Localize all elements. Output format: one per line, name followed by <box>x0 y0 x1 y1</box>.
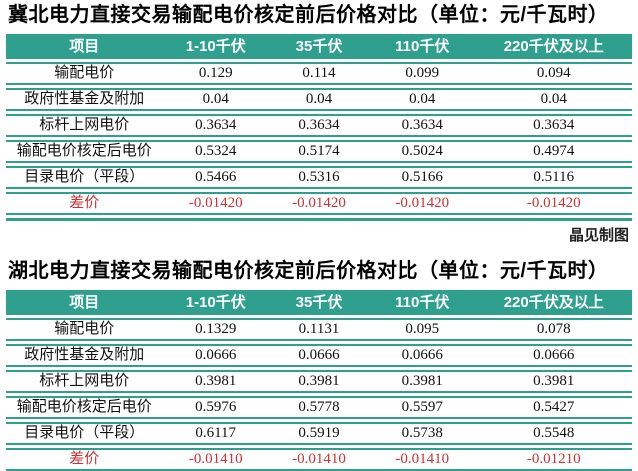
value-cell: -0.01420 <box>369 192 476 215</box>
table-row: 输配电价核定后电价 0.5324 0.5174 0.5024 0.4974 <box>6 140 632 163</box>
diff-row: 差价 -0.01410 -0.01410 -0.01410 -0.01210 <box>6 448 632 471</box>
value-cell: -0.01410 <box>268 448 370 471</box>
value-cell: -0.01410 <box>369 448 476 471</box>
value-cell: 0.5324 <box>162 140 269 163</box>
value-cell: 0.5316 <box>268 166 370 189</box>
value-cell: 0.3634 <box>162 114 269 137</box>
value-cell: 0.5919 <box>268 422 370 445</box>
row-label-cell: 差价 <box>6 448 163 471</box>
column-header-item: 项目 <box>6 290 163 315</box>
value-cell: -0.01210 <box>475 448 632 471</box>
value-cell: -0.01410 <box>162 448 269 471</box>
hubei-table-wrap: 项目 1-10千伏 35千伏 110千伏 220千伏及以上 输配电价 0.132… <box>6 287 632 471</box>
value-cell: 0.5116 <box>475 166 632 189</box>
value-cell: 0.0666 <box>369 344 476 367</box>
column-header-220kv: 220千伏及以上 <box>475 290 632 315</box>
value-cell: 0.3981 <box>268 370 370 393</box>
column-header-35kv: 35千伏 <box>268 34 370 59</box>
column-header-110kv: 110千伏 <box>369 34 476 59</box>
value-cell: 0.3981 <box>162 370 269 393</box>
value-cell: 0.114 <box>268 62 370 85</box>
column-header-35kv: 35千伏 <box>268 290 370 315</box>
table-row: 政府性基金及附加 0.04 0.04 0.04 0.04 <box>6 88 632 111</box>
table-row: 目录电价（平段） 0.6117 0.5919 0.5738 0.5548 <box>6 422 632 445</box>
value-cell: 0.078 <box>475 318 632 341</box>
row-label-cell: 政府性基金及附加 <box>6 88 163 111</box>
row-label-cell: 目录电价（平段） <box>6 166 163 189</box>
value-cell: 0.0666 <box>162 344 269 367</box>
value-cell: 0.0666 <box>268 344 370 367</box>
table-row: 目录电价（平段） 0.5466 0.5316 0.5166 0.5116 <box>6 166 632 189</box>
value-cell: 0.5738 <box>369 422 476 445</box>
value-cell: 0.4974 <box>475 140 632 163</box>
header-row: 项目 1-10千伏 35千伏 110千伏 220千伏及以上 <box>6 34 632 59</box>
value-cell: 0.04 <box>268 88 370 111</box>
column-header-1-10kv: 1-10千伏 <box>162 290 269 315</box>
row-label-cell: 标杆上网电价 <box>6 370 163 393</box>
value-cell: -0.01420 <box>475 192 632 215</box>
header-row: 项目 1-10千伏 35千伏 110千伏 220千伏及以上 <box>6 290 632 315</box>
table-row: 输配电价核定后电价 0.5976 0.5778 0.5597 0.5427 <box>6 396 632 419</box>
table-row: 输配电价 0.129 0.114 0.099 0.094 <box>6 62 632 85</box>
row-label-cell: 输配电价 <box>6 62 163 85</box>
value-cell: -0.01420 <box>268 192 370 215</box>
row-label-cell: 政府性基金及附加 <box>6 344 163 367</box>
value-cell: 0.5024 <box>369 140 476 163</box>
column-header-1-10kv: 1-10千伏 <box>162 34 269 59</box>
value-cell: 0.6117 <box>162 422 269 445</box>
value-cell: -0.01420 <box>162 192 269 215</box>
value-cell: 0.04 <box>162 88 269 111</box>
table-row: 标杆上网电价 0.3981 0.3981 0.3981 0.3981 <box>6 370 632 393</box>
hubei-table-title: 湖北电力直接交易输配电价核定前后价格对比（单位：元/千瓦时） <box>8 260 609 282</box>
table-row: 输配电价 0.1329 0.1131 0.095 0.078 <box>6 318 632 341</box>
value-cell: 0.095 <box>369 318 476 341</box>
value-cell: 0.1329 <box>162 318 269 341</box>
value-cell: 0.3981 <box>475 370 632 393</box>
row-label-cell: 目录电价（平段） <box>6 422 163 445</box>
jibei-price-table: 项目 1-10千伏 35千伏 110千伏 220千伏及以上 输配电价 0.129… <box>6 31 632 218</box>
value-cell: 0.5548 <box>475 422 632 445</box>
jibei-price-table-section: 冀北电力直接交易输配电价核定前后价格对比（单位：元/千瓦时） 项目 1-10千伏… <box>6 3 632 245</box>
jibei-table-title: 冀北电力直接交易输配电价核定前后价格对比（单位：元/千瓦时） <box>8 4 609 26</box>
value-cell: 0.5976 <box>162 396 269 419</box>
value-cell: 0.099 <box>369 62 476 85</box>
row-label-cell: 输配电价 <box>6 318 163 341</box>
table-row: 标杆上网电价 0.3634 0.3634 0.3634 0.3634 <box>6 114 632 137</box>
value-cell: 0.5466 <box>162 166 269 189</box>
value-cell: 0.5778 <box>268 396 370 419</box>
table-row: 政府性基金及附加 0.0666 0.0666 0.0666 0.0666 <box>6 344 632 367</box>
row-label-cell: 输配电价核定后电价 <box>6 140 163 163</box>
value-cell: 0.5166 <box>369 166 476 189</box>
value-cell: 0.129 <box>162 62 269 85</box>
row-label-cell: 输配电价核定后电价 <box>6 396 163 419</box>
diff-row: 差价 -0.01420 -0.01420 -0.01420 -0.01420 <box>6 192 632 215</box>
column-header-220kv: 220千伏及以上 <box>475 34 632 59</box>
value-cell: 0.094 <box>475 62 632 85</box>
value-cell: 0.5174 <box>268 140 370 163</box>
value-cell: 0.5597 <box>369 396 476 419</box>
value-cell: 0.04 <box>475 88 632 111</box>
row-label-cell: 差价 <box>6 192 163 215</box>
hubei-price-table: 项目 1-10千伏 35千伏 110千伏 220千伏及以上 输配电价 0.132… <box>6 287 632 471</box>
value-cell: 0.3634 <box>369 114 476 137</box>
value-cell: 0.3981 <box>369 370 476 393</box>
column-header-item: 项目 <box>6 34 163 59</box>
value-cell: 0.3634 <box>268 114 370 137</box>
column-header-110kv: 110千伏 <box>369 290 476 315</box>
value-cell: 0.0666 <box>475 344 632 367</box>
hubei-price-table-section: 湖北电力直接交易输配电价核定前后价格对比（单位：元/千瓦时） 项目 1-10千伏… <box>6 259 632 471</box>
credit-label: 晶见制图 <box>568 227 629 244</box>
value-cell: 0.5427 <box>475 396 632 419</box>
value-cell: 0.3634 <box>475 114 632 137</box>
jibei-table-wrap: 项目 1-10千伏 35千伏 110千伏 220千伏及以上 输配电价 0.129… <box>6 31 632 221</box>
value-cell: 0.04 <box>369 88 476 111</box>
value-cell: 0.1131 <box>268 318 370 341</box>
row-label-cell: 标杆上网电价 <box>6 114 163 137</box>
